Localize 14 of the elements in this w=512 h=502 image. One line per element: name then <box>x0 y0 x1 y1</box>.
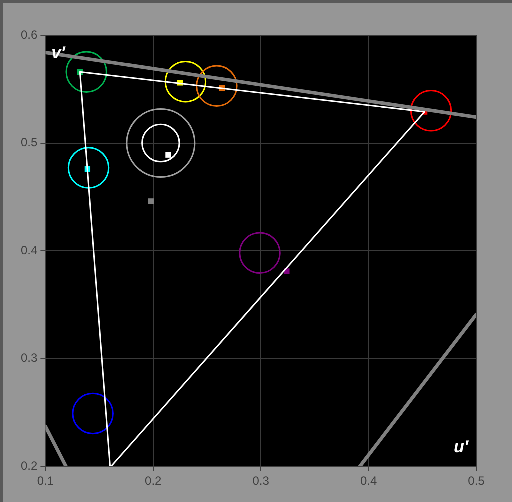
annotation: v′ <box>52 44 66 62</box>
y-tick-label: 0.4 <box>20 243 38 258</box>
y-tick-label: 0.5 <box>20 136 38 150</box>
x-tick-label: 0.1 <box>37 474 54 488</box>
point <box>166 152 172 158</box>
x-tick-label: 0.5 <box>468 474 486 488</box>
annotation: u′ <box>454 438 470 456</box>
y-tick-label: 0.3 <box>20 351 38 366</box>
y-tick-label: 0.6 <box>20 28 38 42</box>
y-tick-label: 0.2 <box>20 458 38 473</box>
x-tick-label: 0.4 <box>360 474 378 488</box>
x-tick-label: 0.3 <box>252 474 270 488</box>
x-tick-label: 0.2 <box>145 474 162 488</box>
point <box>148 198 154 204</box>
